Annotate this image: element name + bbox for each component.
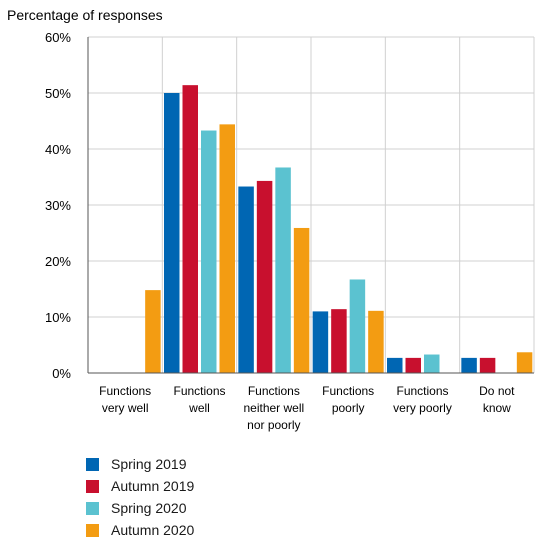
legend-swatch (86, 523, 99, 537)
bar-spring-2019 (238, 186, 254, 373)
legend-label: Spring 2019 (111, 456, 187, 472)
legend-swatch (86, 457, 99, 471)
bar-spring-2020 (275, 167, 291, 373)
bar-spring-2019 (312, 311, 329, 373)
bar-autumn-2019 (479, 357, 496, 373)
legend-label: Autumn 2020 (111, 522, 195, 538)
bar-autumn-2020 (293, 227, 310, 373)
legend-swatch (86, 479, 99, 493)
y-tick-label: 60% (45, 30, 71, 45)
bar-autumn-2020 (145, 290, 161, 373)
legend-item: Autumn 2020 (86, 519, 194, 541)
y-tick-label: 40% (45, 142, 71, 157)
x-tick-label: Functions very poorly (393, 384, 452, 415)
x-tick-label: Do not know (479, 384, 515, 415)
y-tick-label: 30% (45, 198, 71, 213)
legend-item: Spring 2020 (86, 497, 194, 519)
bar-autumn-2019 (256, 180, 273, 373)
y-tick-label: 0% (52, 366, 71, 381)
x-tick-label: Functions poorly (322, 384, 374, 415)
bar-spring-2020 (349, 279, 366, 373)
bar-spring-2020 (201, 130, 217, 373)
bar-spring-2020 (424, 354, 440, 373)
legend-item: Spring 2019 (86, 453, 194, 475)
x-tick-label: Functions neither well nor poorly (243, 384, 304, 432)
y-tick-label: 20% (45, 254, 71, 269)
bar-spring-2019 (164, 93, 180, 373)
bar-autumn-2019 (405, 357, 421, 373)
bar-autumn-2019 (331, 309, 347, 373)
x-tick-label: Functions very well (99, 384, 151, 415)
bar-spring-2019 (387, 357, 403, 373)
legend-label: Autumn 2019 (111, 478, 195, 494)
legend-item: Autumn 2019 (86, 475, 194, 497)
bar-autumn-2020 (516, 352, 533, 373)
legend-label: Spring 2020 (111, 500, 187, 516)
bar-autumn-2020 (368, 310, 384, 373)
x-tick-label: Functions well (173, 384, 225, 415)
bar-autumn-2019 (182, 85, 198, 373)
y-axis-title: Percentage of responses (7, 7, 163, 23)
y-tick-label: 50% (45, 86, 71, 101)
legend: Spring 2019 Autumn 2019 Spring 2020 Autumn … (86, 453, 194, 541)
bar-spring-2019 (461, 357, 477, 373)
bar-autumn-2020 (219, 124, 235, 373)
legend-swatch (86, 501, 99, 515)
y-tick-label: 10% (45, 310, 71, 325)
